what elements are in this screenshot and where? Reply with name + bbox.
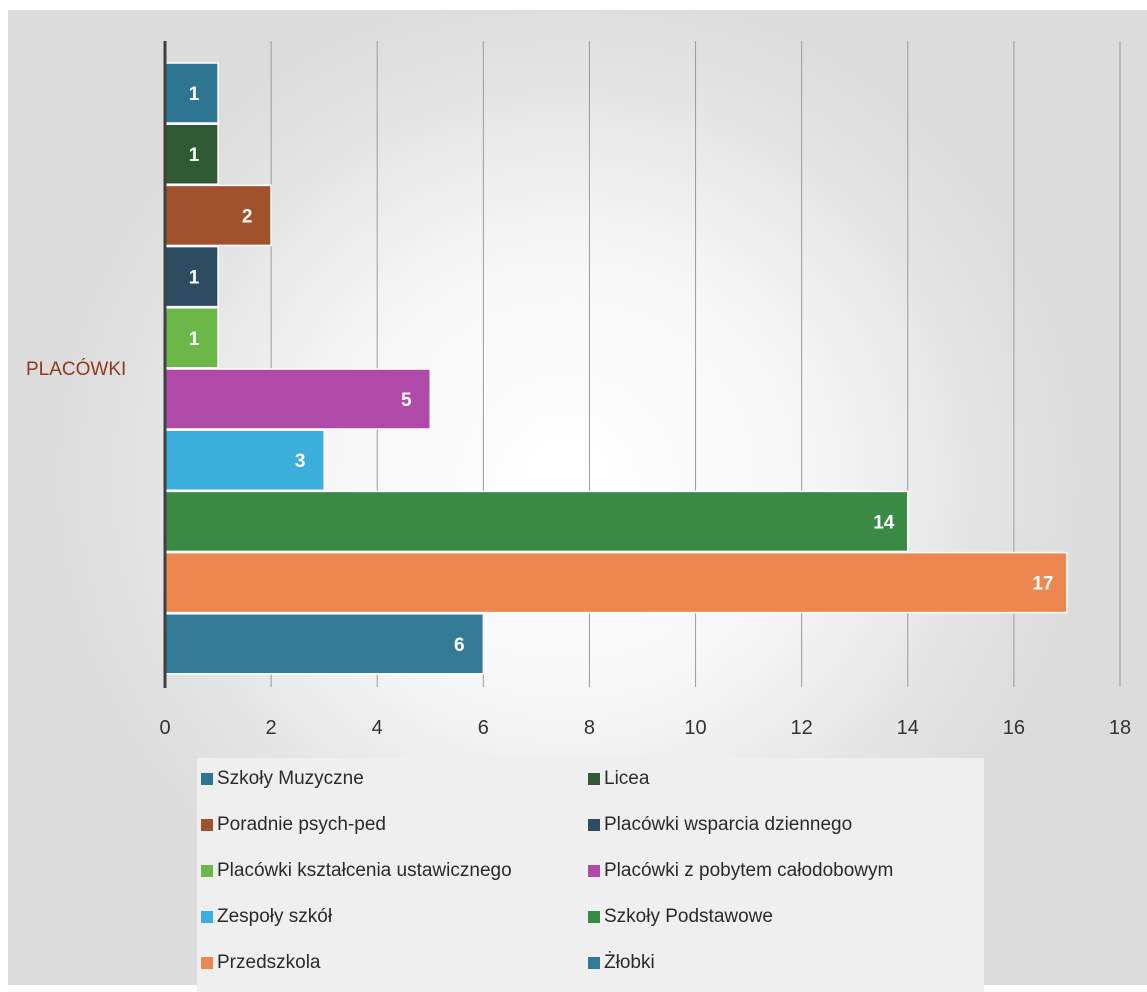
data-label: 2: [242, 206, 253, 227]
x-tick-label: 2: [266, 717, 277, 739]
legend-label: Żłobki: [604, 952, 655, 973]
x-tick-label: 6: [478, 717, 489, 739]
bar: [164, 551, 1068, 614]
legend-item: Poradnie psych-ped: [201, 814, 386, 836]
legend-item: Zespoły szkół: [201, 906, 332, 928]
legend-label: Zespoły szkół: [217, 906, 333, 927]
bar: [164, 368, 432, 430]
legend-label: Poradnie psych-ped: [217, 814, 386, 835]
bar: [164, 490, 909, 553]
legend-item: Żłobki: [588, 952, 655, 974]
data-label: 5: [401, 390, 412, 411]
x-tick-label: 4: [372, 717, 383, 739]
legend: Szkoły Muzyczne Licea Poradnie psych-ped Pl…: [197, 758, 984, 992]
legend-label: Placówki z pobytem całodobowym: [604, 860, 894, 881]
legend-item: Placówki kształcenia ustawicznego: [201, 860, 512, 882]
legend-label: Placówki wsparcia dziennego: [604, 814, 853, 835]
data-label: 17: [1032, 574, 1053, 595]
bar: [164, 245, 219, 308]
legend-swatch: [201, 911, 213, 923]
legend-item: Licea: [588, 768, 649, 790]
legend-item: Placówki z pobytem całodobowym: [588, 860, 893, 882]
legend-item: Szkoły Podstawowe: [588, 906, 773, 928]
bar: [164, 184, 272, 247]
data-label: 6: [454, 635, 465, 656]
bar: [164, 307, 219, 369]
legend-swatch: [201, 819, 213, 831]
legend-swatch: [201, 865, 213, 877]
chart-frame: 1 1 2 1 1 5 3 14 17 6 0 2 4 6 8 10 12 14 16 18 PLACÓWKI Szk…: [8, 10, 1147, 992]
bar: [164, 613, 485, 675]
legend-swatch: [588, 865, 600, 877]
legend-item: Przedszkola: [201, 952, 321, 974]
bar: [164, 62, 219, 124]
legend-label: Przedszkola: [217, 952, 321, 973]
legend-swatch: [588, 819, 600, 831]
legend-swatch: [588, 911, 600, 923]
legend-label: Szkoły Muzyczne: [217, 768, 364, 789]
legend-item: Placówki wsparcia dziennego: [588, 814, 852, 836]
data-labels: 1 1 2 1 1 5 3 14 17 6: [189, 84, 1054, 656]
x-tick-label: 14: [897, 717, 919, 739]
x-tick-label: 18: [1109, 717, 1131, 739]
bar: [164, 429, 325, 491]
data-label: 1: [189, 84, 200, 105]
legend-swatch: [588, 957, 600, 969]
x-tick-label: 0: [159, 717, 170, 739]
data-label: 14: [873, 512, 895, 533]
x-tick-label: 12: [791, 717, 813, 739]
legend-label: Licea: [604, 768, 650, 789]
grid-lines: [270, 41, 1121, 687]
legend-label: Szkoły Podstawowe: [604, 906, 773, 927]
data-label: 1: [189, 268, 200, 289]
legend-swatch: [201, 957, 213, 969]
data-label: 3: [295, 451, 306, 472]
legend-swatch: [588, 773, 600, 785]
category-label: PLACÓWKI: [26, 358, 126, 380]
legend-item: Szkoły Muzyczne: [201, 768, 364, 790]
data-label: 1: [189, 145, 200, 166]
data-label: 1: [189, 329, 200, 350]
bars: [164, 62, 1068, 675]
legend-label: Placówki kształcenia ustawicznego: [217, 860, 512, 881]
x-tick-label: 16: [1003, 717, 1025, 739]
x-tick-label: 8: [584, 717, 595, 739]
legend-swatch: [201, 773, 213, 785]
x-tick-label: 10: [684, 717, 706, 739]
